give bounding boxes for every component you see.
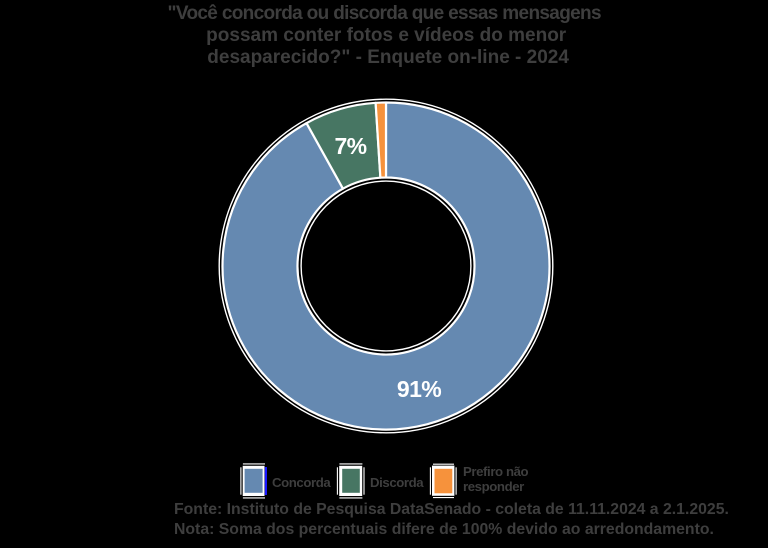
svg-text:7%: 7%	[334, 133, 366, 159]
svg-text:91%: 91%	[397, 376, 441, 402]
